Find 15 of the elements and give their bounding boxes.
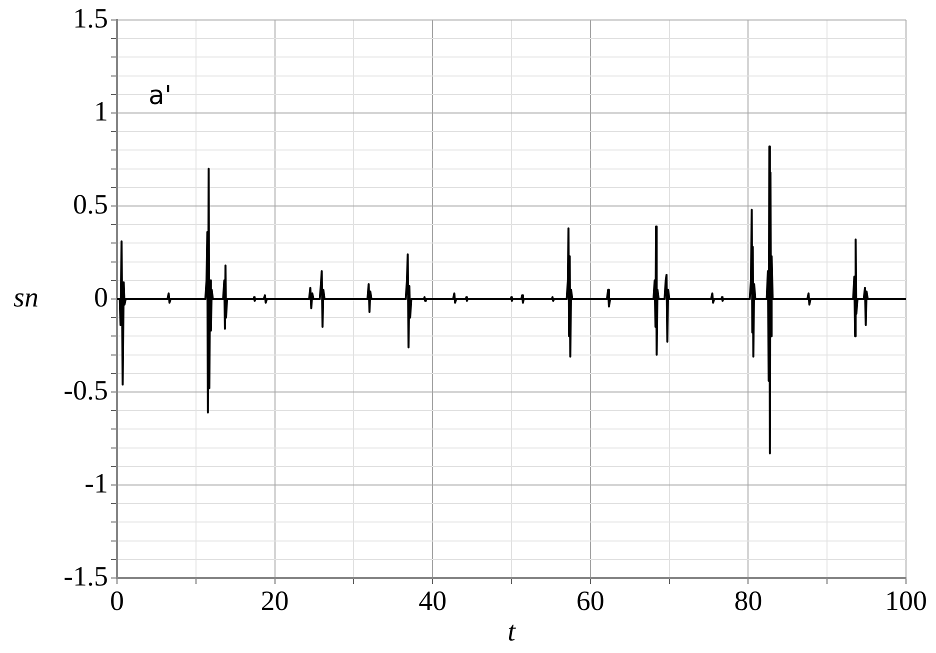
x-tick-label: 40 bbox=[418, 586, 447, 618]
x-tick-label: 100 bbox=[885, 586, 927, 618]
x-tick-label: 20 bbox=[260, 586, 289, 618]
y-tick-label: 1 bbox=[94, 96, 108, 128]
y-tick-label: 1.5 bbox=[73, 3, 108, 34]
x-tick-label: 80 bbox=[734, 586, 762, 618]
annotation: a' bbox=[148, 80, 172, 111]
y-tick-label: -1 bbox=[84, 468, 108, 500]
x-tick-label: 60 bbox=[576, 586, 604, 618]
y-axis-title: sn bbox=[14, 282, 38, 314]
y-tick-label: 0 bbox=[94, 282, 108, 314]
y-tick-label: 0.5 bbox=[73, 189, 108, 220]
y-tick-label: -1.5 bbox=[64, 561, 108, 592]
y-tick-label: -0.5 bbox=[64, 375, 108, 406]
x-axis-title: t bbox=[508, 616, 517, 648]
